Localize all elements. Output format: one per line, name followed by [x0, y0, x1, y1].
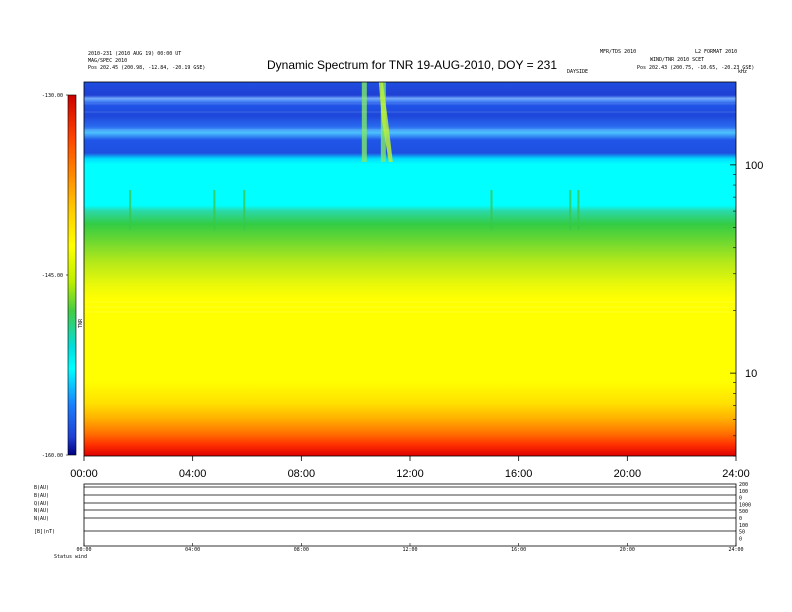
lower-panel-row-label: N(AU) — [34, 516, 49, 522]
header-left-line2: MAG/SPEC 2010 — [88, 58, 127, 64]
colorbar-label: TNR — [78, 318, 84, 328]
burst-streak — [490, 190, 493, 230]
lower-panel-scale-label: 100 — [739, 489, 748, 495]
status-label: Status — [54, 554, 72, 560]
burst-streak — [213, 190, 216, 230]
burst-streak — [569, 190, 572, 230]
lower-x-tick-label: 00:00 — [76, 547, 91, 553]
lower-panel-scale-label: 0 — [739, 496, 742, 502]
lower-panel-row-label: B(AU) — [34, 485, 49, 491]
lower-x-tick-label: 24:00 — [728, 547, 743, 553]
x-tick-label: 20:00 — [614, 468, 642, 480]
colorbar-ticks: -130.00 -145.00 -160.00 — [42, 93, 68, 459]
header-right-line2: L2 FORMAT 2010 — [695, 49, 737, 55]
lower-x-tick-label: 04:00 — [185, 547, 200, 553]
colorbar-tick-label: -130.00 — [42, 93, 63, 99]
burst-streak — [243, 190, 246, 230]
x-axis-ticks: 00:00 04:00 08:00 12:00 16:00 20:00 24:00 — [70, 456, 750, 480]
colorbar-tick-label: -160.00 — [42, 453, 63, 459]
x-tick-label: 24:00 — [722, 468, 750, 480]
lower-panel: B(AU)B(AU)Q(AU)N(AU)N(AU)[B](nT)20010001… — [34, 482, 751, 553]
burst-streak — [361, 82, 367, 162]
lower-x-tick-label: 16:00 — [511, 547, 526, 553]
lower-panel-scale-label: 200 — [739, 482, 748, 488]
header-left-line3: Pos 202.45 (200.98, -12.84, -20.19 GSE) — [88, 65, 205, 71]
lower-panel-scale-label: 50 — [739, 530, 745, 536]
lower-panel-scale-label: 0 — [739, 516, 742, 522]
lower-panel-row-label: B(AU) — [34, 493, 49, 499]
lower-panel-scale-label: 0 — [739, 536, 742, 542]
status-value: wind — [75, 554, 87, 560]
y-axis-right-ticks: 100 10 — [730, 160, 763, 457]
lower-x-tick-label: 12:00 — [402, 547, 417, 553]
colorbar — [67, 94, 77, 456]
burst-streak — [577, 190, 580, 230]
x-tick-label: 04:00 — [179, 468, 207, 480]
colorbar-tick-label: -145.00 — [42, 273, 63, 279]
lower-x-tick-label: 20:00 — [620, 547, 635, 553]
lower-panel-row-label: [B](nT) — [34, 529, 55, 535]
x-tick-label: 00:00 — [70, 468, 98, 480]
header-left-line1: 2010-231 (2010 AUG 19) 00:00 UT — [88, 51, 181, 57]
header-center-small: DAYSIDE — [567, 69, 588, 75]
header-right-line1: MFR/TDS 2010 — [600, 49, 636, 55]
y-tick-label: 100 — [745, 160, 763, 172]
y-tick-label: 10 — [745, 368, 757, 380]
lower-panel-scale-label: 100 — [739, 523, 748, 529]
lower-panel-row-label: N(AU) — [34, 508, 49, 514]
x-tick-label: 08:00 — [288, 468, 316, 480]
x-tick-label: 16:00 — [505, 468, 533, 480]
lower-panel-row-label: Q(AU) — [34, 501, 49, 507]
burst-streak — [129, 190, 132, 230]
header-right-line3: Pos 202.43 (200.75, -10.65, -20.23 GSE) — [637, 65, 754, 71]
lower-panel-frame — [83, 483, 737, 547]
spectrogram-background — [84, 82, 736, 456]
x-tick-label: 12:00 — [396, 468, 424, 480]
type-iii-burst — [378, 82, 393, 162]
chart-title: Dynamic Spectrum for TNR 19-AUG-2010, DO… — [267, 58, 557, 72]
lower-panel-scale-label: 1000 — [739, 502, 751, 508]
lower-x-tick-label: 08:00 — [294, 547, 309, 553]
lower-panel-scale-label: 500 — [739, 509, 748, 515]
spectrogram-overlays — [84, 82, 736, 313]
header-right-line4: WIND/TNR 2010 SCET — [650, 57, 704, 63]
right-unit-label: kHz — [738, 69, 747, 75]
